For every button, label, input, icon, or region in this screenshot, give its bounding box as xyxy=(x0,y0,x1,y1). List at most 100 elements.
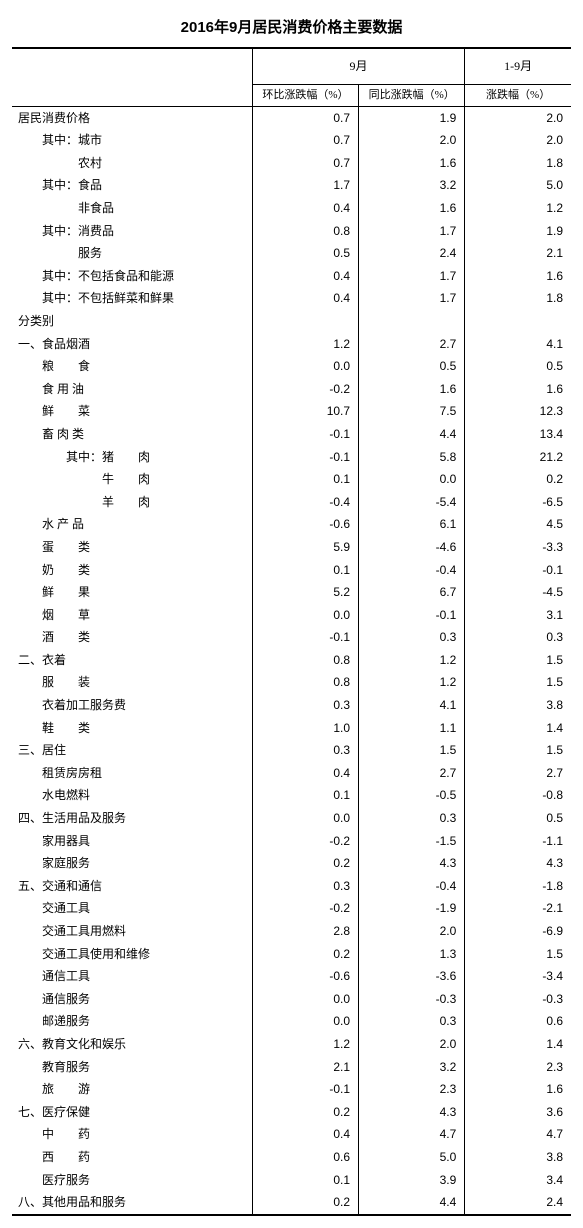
row-value: 1.6 xyxy=(359,378,465,401)
row-value: 1.6 xyxy=(359,152,465,175)
row-value: 0.0 xyxy=(359,468,465,491)
row-label: 水电燃料 xyxy=(12,784,252,807)
row-value: 0.4 xyxy=(252,762,358,785)
row-value: 1.2 xyxy=(359,649,465,672)
row-value: -0.1 xyxy=(359,604,465,627)
row-label: 七、医疗保健 xyxy=(12,1101,252,1124)
table-row: 旅 游-0.12.31.6 xyxy=(12,1078,571,1101)
row-value: 12.3 xyxy=(465,400,571,423)
row-value: 4.3 xyxy=(465,852,571,875)
table-row: 奶 类0.1-0.4-0.1 xyxy=(12,559,571,582)
row-value: 3.1 xyxy=(465,604,571,627)
row-value: 1.5 xyxy=(465,739,571,762)
row-value: 0.2 xyxy=(465,468,571,491)
row-value: 0.3 xyxy=(252,875,358,898)
table-row: 家用器具-0.2-1.5-1.1 xyxy=(12,830,571,853)
table-row: 非食品0.41.61.2 xyxy=(12,197,571,220)
row-value: 1.7 xyxy=(359,265,465,288)
row-value: 13.4 xyxy=(465,423,571,446)
row-label: 羊 肉 xyxy=(12,491,252,514)
row-value: 1.6 xyxy=(359,197,465,220)
row-value: 0.2 xyxy=(252,1191,358,1215)
row-value xyxy=(252,310,358,333)
table-row: 鲜 果5.26.7-4.5 xyxy=(12,581,571,604)
row-value: 4.7 xyxy=(359,1123,465,1146)
row-value: 2.7 xyxy=(465,762,571,785)
header-group-ytd: 1-9月 xyxy=(465,48,571,84)
row-label: 六、教育文化和娱乐 xyxy=(12,1033,252,1056)
table-row: 通信工具-0.6-3.6-3.4 xyxy=(12,965,571,988)
row-label: 奶 类 xyxy=(12,559,252,582)
row-label: 通信服务 xyxy=(12,988,252,1011)
row-value: -0.6 xyxy=(252,965,358,988)
table-row: 畜 肉 类-0.14.413.4 xyxy=(12,423,571,446)
row-value: 4.3 xyxy=(359,1101,465,1124)
row-value: -5.4 xyxy=(359,491,465,514)
table-row: 鲜 菜10.77.512.3 xyxy=(12,400,571,423)
table-row: 水电燃料0.1-0.5-0.8 xyxy=(12,784,571,807)
row-label: 旅 游 xyxy=(12,1078,252,1101)
row-value: 0.8 xyxy=(252,649,358,672)
row-label: 畜 肉 类 xyxy=(12,423,252,446)
row-label: 租赁房房租 xyxy=(12,762,252,785)
row-value: 4.1 xyxy=(465,333,571,356)
table-row: 烟 草0.0-0.13.1 xyxy=(12,604,571,627)
row-value: -4.6 xyxy=(359,536,465,559)
row-value: 2.7 xyxy=(359,762,465,785)
table-row: 二、衣着0.81.21.5 xyxy=(12,649,571,672)
row-label: 西 药 xyxy=(12,1146,252,1169)
row-value: 3.2 xyxy=(359,174,465,197)
table-row: 邮递服务0.00.30.6 xyxy=(12,1010,571,1033)
table-row: 粮 食0.00.50.5 xyxy=(12,355,571,378)
row-value: 1.2 xyxy=(252,1033,358,1056)
row-value: 1.9 xyxy=(465,220,571,243)
row-value: 0.2 xyxy=(252,852,358,875)
row-label: 其中：城市 xyxy=(12,129,252,152)
row-value: 1.5 xyxy=(359,739,465,762)
row-value: -0.4 xyxy=(359,875,465,898)
row-value: 0.5 xyxy=(359,355,465,378)
row-value: 0.1 xyxy=(252,559,358,582)
row-label: 医疗服务 xyxy=(12,1169,252,1192)
table-row: 其中：不包括鲜菜和鲜果0.41.71.8 xyxy=(12,287,571,310)
table-title: 2016年9月居民消费价格主要数据 xyxy=(12,16,571,37)
table-row: 租赁房房租0.42.72.7 xyxy=(12,762,571,785)
row-value: -0.4 xyxy=(252,491,358,514)
row-value: 2.8 xyxy=(252,920,358,943)
row-value: 0.0 xyxy=(252,355,358,378)
row-value: 1.3 xyxy=(359,943,465,966)
row-label: 服 装 xyxy=(12,671,252,694)
row-value: -3.6 xyxy=(359,965,465,988)
row-value: -6.5 xyxy=(465,491,571,514)
row-value: 0.3 xyxy=(252,739,358,762)
row-value: 5.0 xyxy=(465,174,571,197)
row-value: -6.9 xyxy=(465,920,571,943)
row-value: 5.0 xyxy=(359,1146,465,1169)
row-label: 家用器具 xyxy=(12,830,252,853)
row-value: 1.8 xyxy=(465,287,571,310)
header-mom: 环比涨跌幅（%） xyxy=(252,84,358,106)
row-value: -0.1 xyxy=(252,626,358,649)
row-value: -1.9 xyxy=(359,897,465,920)
row-value: 2.4 xyxy=(359,242,465,265)
row-value: 5.2 xyxy=(252,581,358,604)
cpi-data-table: 9月 1-9月 环比涨跌幅（%） 同比涨跌幅（%） 涨跌幅（%） 居民消费价格0… xyxy=(12,47,571,1216)
row-value: -0.5 xyxy=(359,784,465,807)
row-value: -4.5 xyxy=(465,581,571,604)
row-value: 0.8 xyxy=(252,220,358,243)
row-label: 其中：消费品 xyxy=(12,220,252,243)
row-value: -1.5 xyxy=(359,830,465,853)
row-label: 邮递服务 xyxy=(12,1010,252,1033)
row-value: 0.4 xyxy=(252,1123,358,1146)
row-value: 1.7 xyxy=(252,174,358,197)
row-value: -0.1 xyxy=(252,423,358,446)
row-value: 5.8 xyxy=(359,446,465,469)
row-value: 1.6 xyxy=(465,1078,571,1101)
row-value: 1.9 xyxy=(359,106,465,129)
table-row: 家庭服务0.24.34.3 xyxy=(12,852,571,875)
row-label: 三、居住 xyxy=(12,739,252,762)
row-label: 居民消费价格 xyxy=(12,106,252,129)
row-value: 0.0 xyxy=(252,1010,358,1033)
row-label: 水 产 品 xyxy=(12,513,252,536)
row-value: 0.6 xyxy=(465,1010,571,1033)
